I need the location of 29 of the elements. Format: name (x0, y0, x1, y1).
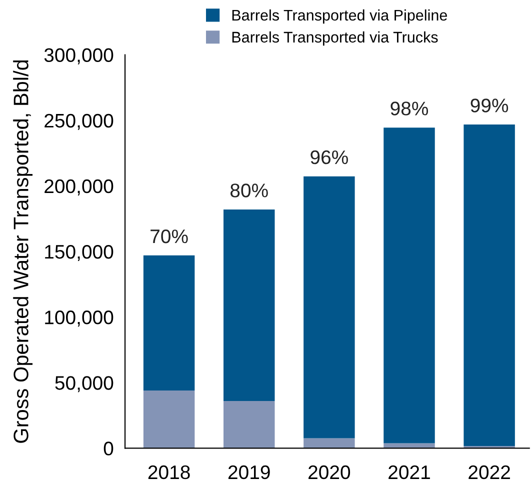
x-tick-label: 2022 (468, 465, 510, 480)
y-axis-title: Gross Operated Water Transported, Bbl/d (13, 60, 33, 443)
x-tick-label: 2019 (228, 465, 270, 480)
bar (304, 176, 355, 438)
y-tick-label: 100,000 (45, 310, 114, 327)
bar (143, 255, 195, 390)
y-tick-label: 150,000 (45, 244, 114, 262)
legend-label: Barrels Transported via Pipeline (232, 9, 448, 24)
bar (224, 210, 275, 401)
x-tick-label: 2021 (388, 465, 430, 480)
annotation: 98% (390, 102, 428, 116)
bar (384, 128, 435, 444)
bar (304, 438, 355, 448)
y-tick-label: 300,000 (44, 48, 114, 64)
y-tick-label: 200,000 (44, 179, 114, 196)
legend-label: Barrels Transported via Trucks (232, 31, 438, 46)
bar (143, 390, 195, 448)
x-tick-label: 2020 (308, 465, 350, 480)
y-tick-label: 0 (104, 442, 114, 456)
bar (464, 124, 515, 446)
y-tick-label: 250,000 (44, 114, 114, 130)
annotation: 80% (230, 184, 268, 198)
y-tick-label: 50,000 (55, 376, 114, 392)
x-tick-label: 2018 (148, 465, 190, 480)
bar (384, 443, 435, 448)
annotation: 70% (150, 229, 188, 244)
annotation: 99% (470, 98, 508, 112)
annotation: 96% (310, 150, 348, 164)
bar (224, 400, 275, 448)
